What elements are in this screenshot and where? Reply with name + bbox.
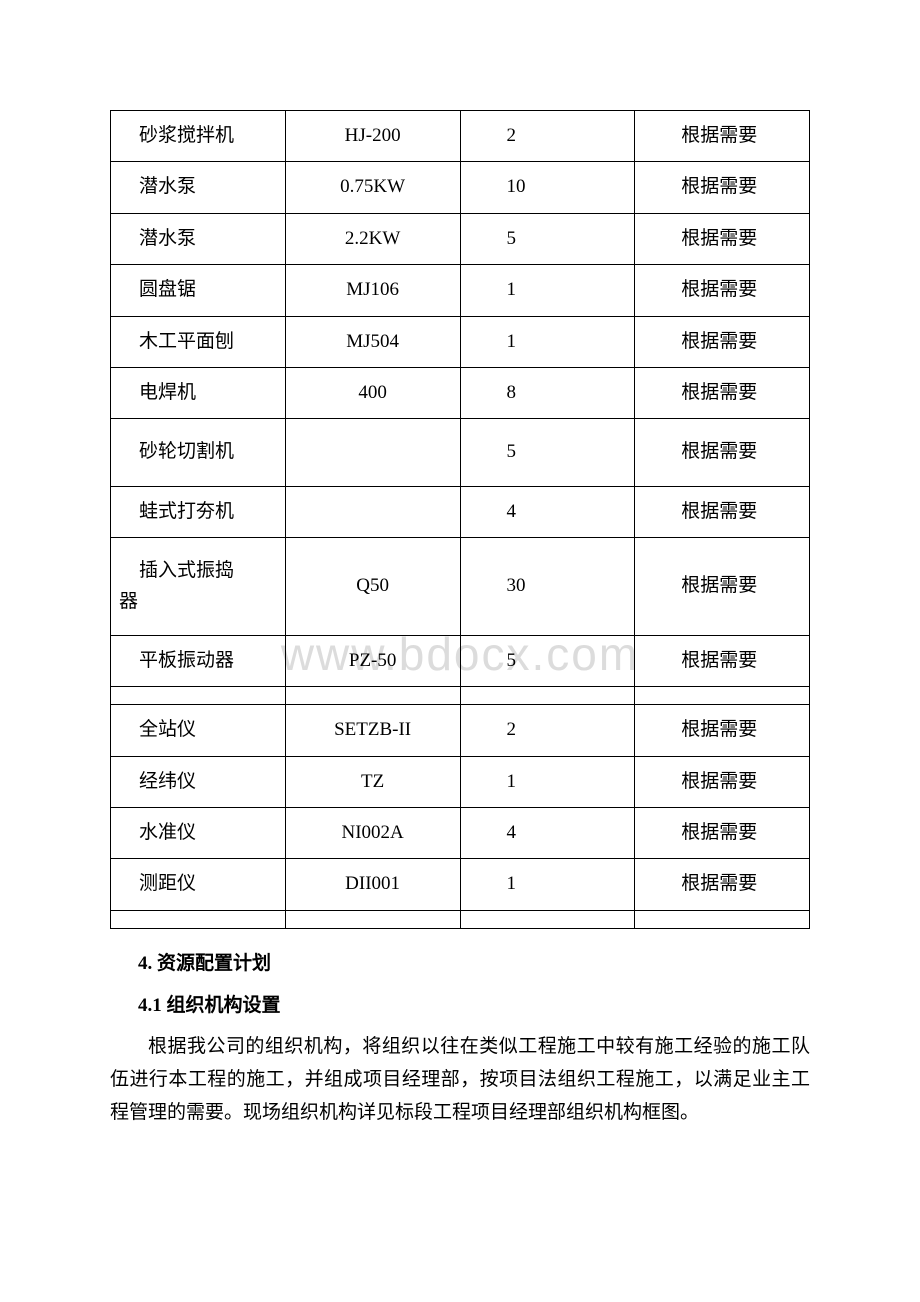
quantity-cell: 2 (460, 111, 635, 162)
model-cell: 400 (285, 367, 460, 418)
quantity-cell: 10 (460, 162, 635, 213)
table-row (111, 687, 810, 705)
equipment-name-cell: 电焊机 (111, 367, 286, 418)
model-cell: SETZB-II (285, 705, 460, 756)
empty-cell (635, 687, 810, 705)
quantity-cell: 1 (460, 859, 635, 910)
quantity-cell: 8 (460, 367, 635, 418)
quantity-cell: 4 (460, 808, 635, 859)
quantity-cell: 5 (460, 419, 635, 486)
equipment-name-cell: 砂浆搅拌机 (111, 111, 286, 162)
note-cell: 根据需要 (635, 162, 810, 213)
equipment-name-cell: 潜水泵 (111, 213, 286, 264)
model-cell: MJ504 (285, 316, 460, 367)
empty-cell (285, 910, 460, 928)
note-cell: 根据需要 (635, 265, 810, 316)
empty-cell (111, 910, 286, 928)
table-row: 潜水泵0.75KW10根据需要 (111, 162, 810, 213)
table-row: 经纬仪TZ1根据需要 (111, 756, 810, 807)
note-cell: 根据需要 (635, 808, 810, 859)
table-row: 全站仪SETZB-II2根据需要 (111, 705, 810, 756)
table-row: 圆盘锯MJ1061根据需要 (111, 265, 810, 316)
note-cell: 根据需要 (635, 486, 810, 537)
note-cell: 根据需要 (635, 213, 810, 264)
equipment-name-cell: 插入式振捣器 (111, 538, 286, 636)
table-row: 电焊机4008根据需要 (111, 367, 810, 418)
model-cell (285, 486, 460, 537)
table-row: 测距仪DII0011根据需要 (111, 859, 810, 910)
heading-section-4-1: 4.1 组织机构设置 (138, 991, 810, 1021)
equipment-name-cell: 圆盘锯 (111, 265, 286, 316)
equipment-name-cell: 潜水泵 (111, 162, 286, 213)
note-cell: 根据需要 (635, 705, 810, 756)
note-cell: 根据需要 (635, 367, 810, 418)
quantity-cell: 1 (460, 316, 635, 367)
model-cell (285, 419, 460, 486)
equipment-name-cell: 砂轮切割机 (111, 419, 286, 486)
equipment-name-cell: 水准仪 (111, 808, 286, 859)
quantity-cell: 2 (460, 705, 635, 756)
model-cell: Q50 (285, 538, 460, 636)
equipment-name-cell: 平板振动器 (111, 635, 286, 686)
table-row: 水准仪NI002A4根据需要 (111, 808, 810, 859)
table-row: 砂浆搅拌机HJ-2002根据需要 (111, 111, 810, 162)
equipment-name-cell: 测距仪 (111, 859, 286, 910)
equipment-name-cell: 蛙式打夯机 (111, 486, 286, 537)
equipment-name-cell: 全站仪 (111, 705, 286, 756)
model-cell: MJ106 (285, 265, 460, 316)
quantity-cell: 1 (460, 756, 635, 807)
table-row: 砂轮切割机 5根据需要 (111, 419, 810, 486)
quantity-cell: 30 (460, 538, 635, 636)
empty-cell (635, 910, 810, 928)
paragraph-1: 根据我公司的组织机构，将组织以往在类似工程施工中较有施工经验的施工队伍进行本工程… (110, 1030, 810, 1130)
model-cell: 0.75KW (285, 162, 460, 213)
equipment-name-cell: 木工平面刨 (111, 316, 286, 367)
table-row (111, 910, 810, 928)
quantity-cell: 4 (460, 486, 635, 537)
model-cell: TZ (285, 756, 460, 807)
document-content: 砂浆搅拌机HJ-2002根据需要潜水泵0.75KW10根据需要潜水泵2.2KW5… (110, 110, 810, 1129)
empty-cell (285, 687, 460, 705)
heading-section-4: 4. 资源配置计划 (138, 949, 810, 979)
model-cell: 2.2KW (285, 213, 460, 264)
quantity-cell: 5 (460, 213, 635, 264)
table-row: 平板振动器PZ-505根据需要 (111, 635, 810, 686)
note-cell: 根据需要 (635, 756, 810, 807)
model-cell: HJ-200 (285, 111, 460, 162)
model-cell: NI002A (285, 808, 460, 859)
note-cell: 根据需要 (635, 419, 810, 486)
note-cell: 根据需要 (635, 635, 810, 686)
note-cell: 根据需要 (635, 316, 810, 367)
model-cell: DII001 (285, 859, 460, 910)
empty-cell (111, 687, 286, 705)
empty-cell (460, 910, 635, 928)
quantity-cell: 1 (460, 265, 635, 316)
equipment-name-cell: 经纬仪 (111, 756, 286, 807)
table-row: 木工平面刨MJ5041根据需要 (111, 316, 810, 367)
table-row: 插入式振捣器Q5030根据需要 (111, 538, 810, 636)
empty-cell (460, 687, 635, 705)
note-cell: 根据需要 (635, 859, 810, 910)
equipment-table: 砂浆搅拌机HJ-2002根据需要潜水泵0.75KW10根据需要潜水泵2.2KW5… (110, 110, 810, 929)
table-row: 蛙式打夯机 4根据需要 (111, 486, 810, 537)
note-cell: 根据需要 (635, 538, 810, 636)
note-cell: 根据需要 (635, 111, 810, 162)
model-cell: PZ-50 (285, 635, 460, 686)
quantity-cell: 5 (460, 635, 635, 686)
table-row: 潜水泵2.2KW5根据需要 (111, 213, 810, 264)
